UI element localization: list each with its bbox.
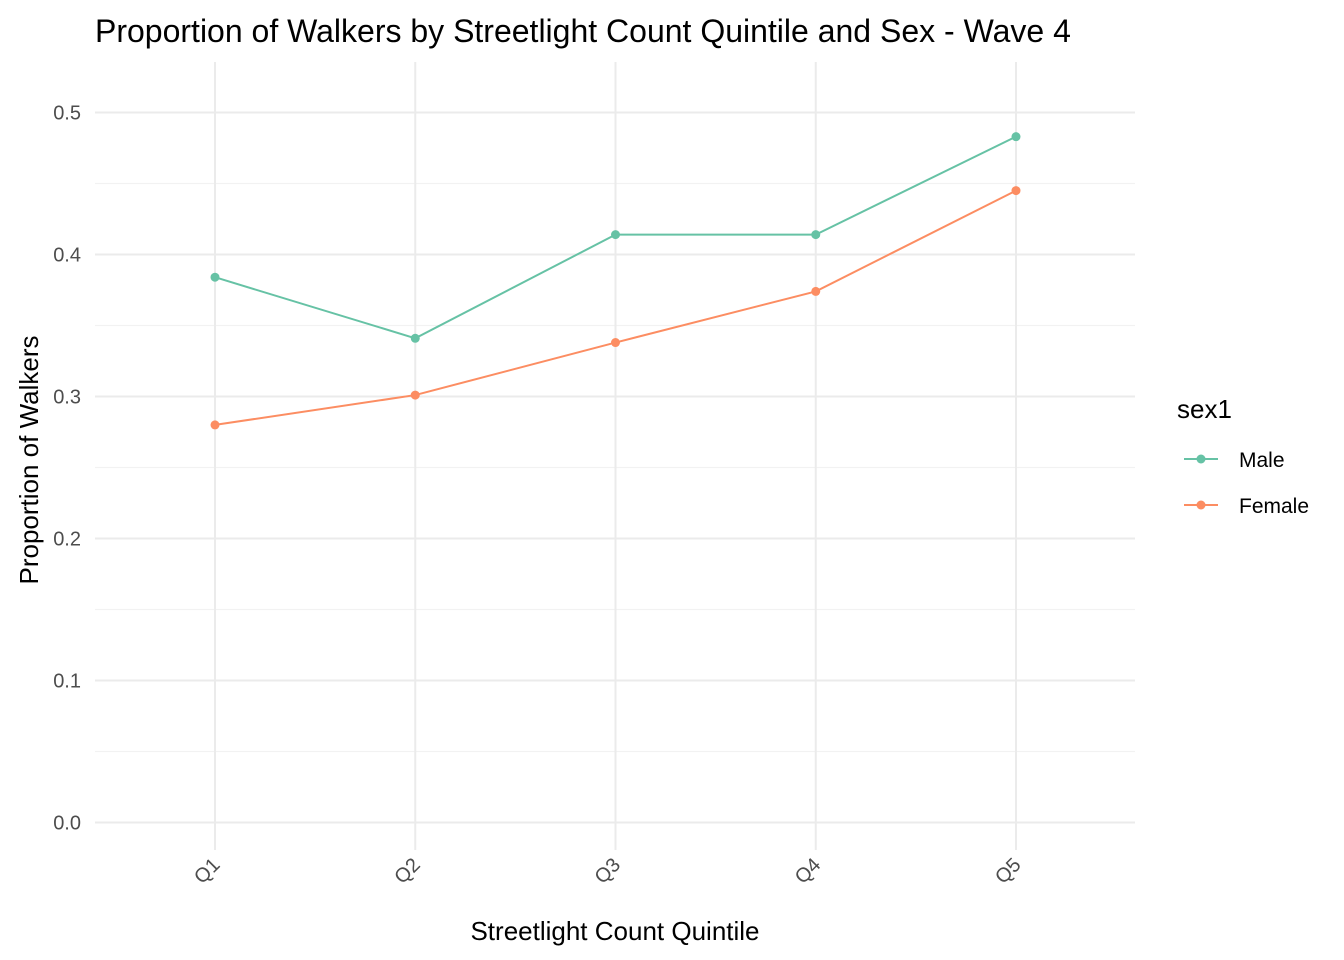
data-point-male: [1011, 132, 1021, 142]
data-point-male: [611, 230, 620, 240]
data-point-male: [811, 230, 821, 240]
chart-title: Proportion of Walkers by Streetlight Cou…: [95, 13, 1071, 49]
x-tick-label: Q5: [991, 854, 1025, 888]
x-axis-title: Streetlight Count Quintile: [470, 916, 759, 946]
y-axis-title: Proportion of Walkers: [14, 335, 44, 584]
legend-title: sex1: [1177, 394, 1232, 424]
series-layer: [210, 132, 1021, 430]
data-point-male: [210, 272, 220, 282]
x-tick-label: Q2: [390, 854, 424, 888]
y-tick-label: 0.4: [53, 245, 81, 267]
data-point-female: [811, 286, 821, 296]
data-point-male: [410, 333, 420, 343]
data-point-female: [1011, 186, 1021, 196]
y-tick-label: 0.3: [53, 387, 81, 409]
legend-key-point: [1196, 454, 1206, 464]
x-tick-label: Q3: [591, 854, 625, 888]
y-tick-label: 0.1: [53, 671, 81, 693]
x-tick-label: Q1: [190, 854, 224, 888]
data-point-female: [611, 338, 620, 348]
axes: 0.0 0.1 0.2 0.3 0.4 0.5 Q1 Q2 Q3 Q4 Q5: [53, 103, 1025, 889]
legend-key-point: [1196, 500, 1206, 510]
data-point-female: [210, 420, 220, 430]
grid: [95, 62, 1135, 850]
data-point-female: [410, 390, 420, 400]
legend-label: Female: [1239, 495, 1309, 518]
y-tick-label: 0.2: [53, 529, 81, 551]
y-tick-label: 0.5: [53, 103, 81, 125]
x-tick-label: Q4: [791, 854, 825, 888]
legend: sex1 Male Female: [1177, 394, 1309, 518]
y-tick-label: 0.0: [53, 813, 81, 835]
legend-label: Male: [1239, 449, 1285, 472]
